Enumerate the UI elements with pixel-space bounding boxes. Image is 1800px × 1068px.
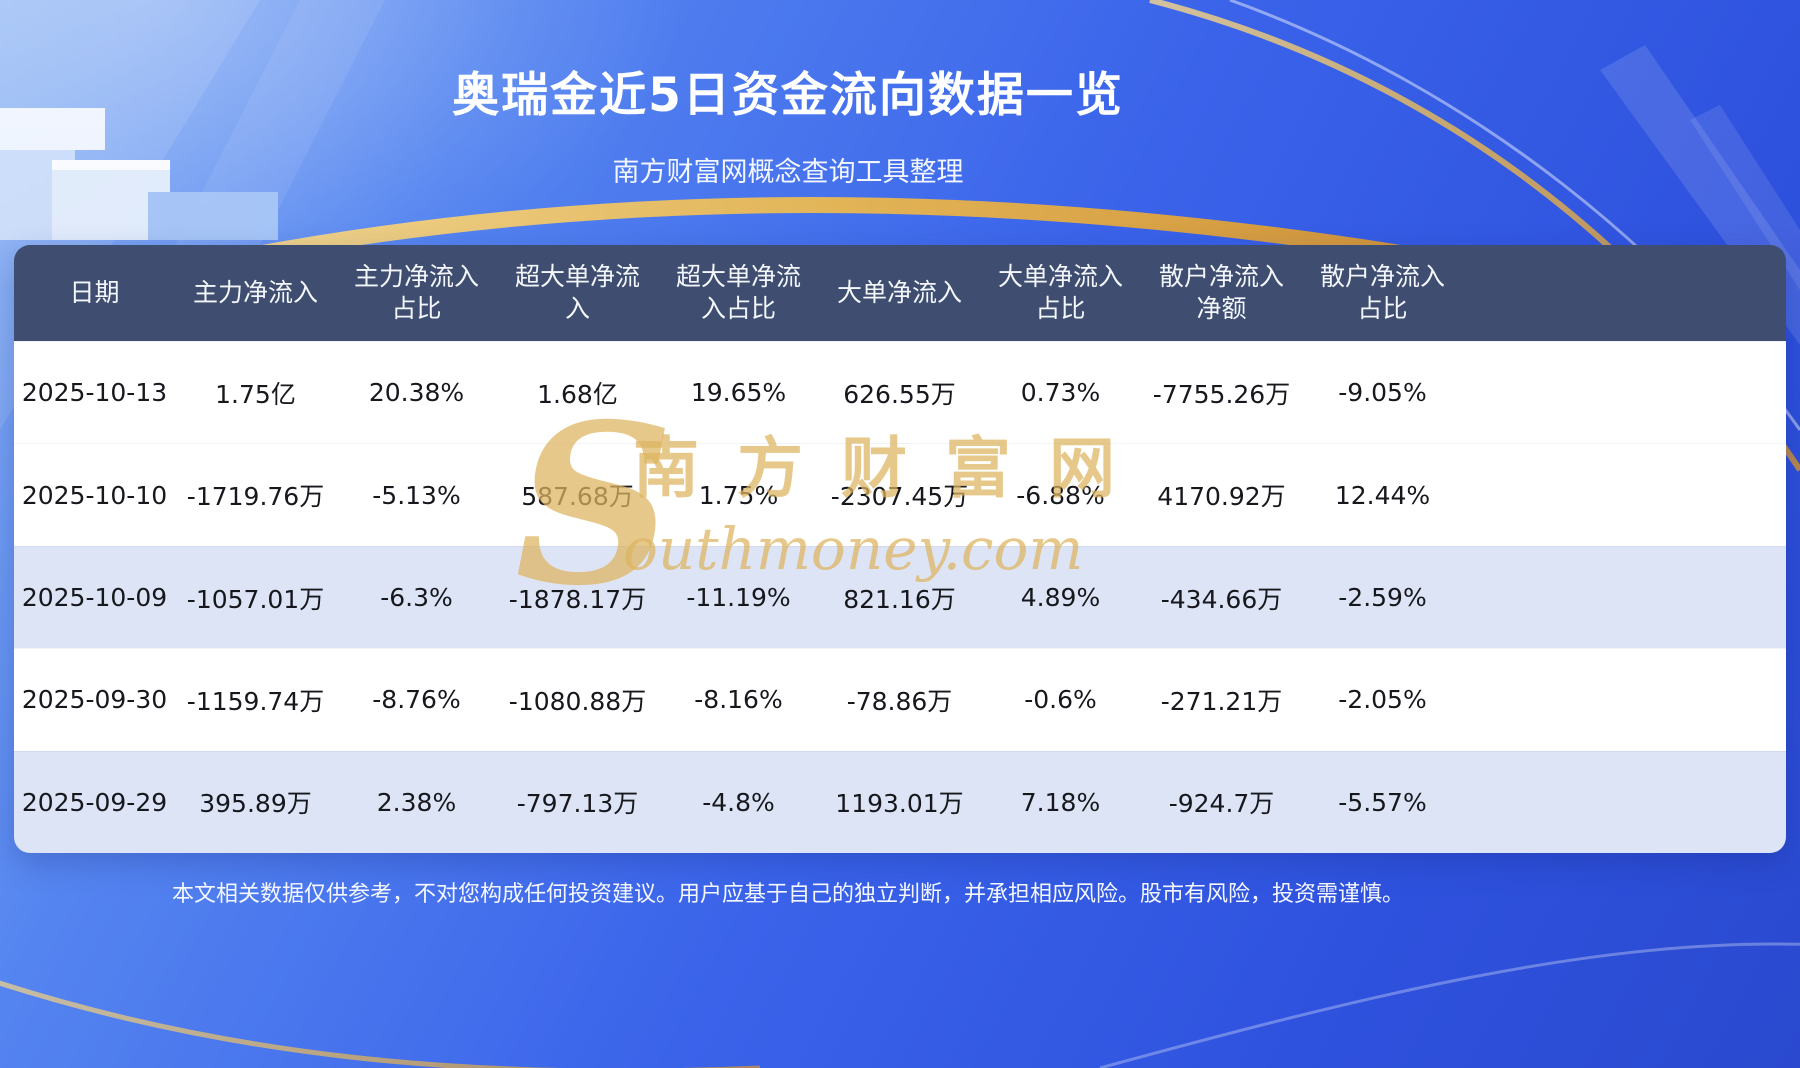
value-cell: 4.89% — [1020, 583, 1101, 613]
page-title: 奥瑞金近5日资金流向数据一览 — [452, 68, 1124, 123]
value-cell: -2.59% — [1338, 583, 1427, 613]
table-row: 2025-10-13 1.75亿 20.38% 1.68亿 19.65% 626.55万 0… — [14, 341, 1786, 444]
value-cell: 0.73% — [1020, 378, 1101, 408]
table-header-row: 日期 主力净流入 主力净流入 占比 超大单净流 入超大单净流 入占比 大单净流入 大单净流… — [14, 245, 1786, 341]
value-cell: -434.66万 — [1160, 584, 1283, 614]
value-cell: 2.38% — [376, 787, 457, 817]
value-cell: -11.19% — [686, 583, 791, 613]
value-cell: -797.13万 — [516, 789, 639, 819]
column-header: 大单净流入 — [836, 277, 962, 307]
value-cell: -2.05% — [1338, 685, 1427, 715]
value-cell: -1159.74万 — [186, 686, 325, 716]
value-cell: -9.05% — [1338, 378, 1427, 408]
value-cell: 1193.01万 — [835, 789, 964, 819]
value-cell: -7755.26万 — [1152, 379, 1291, 409]
value-cell: 395.89万 — [199, 789, 312, 819]
podium-blocks-icon — [0, 108, 278, 240]
value-cell: 1.68亿 — [537, 379, 618, 409]
column-header: 大单净流入 占比 — [997, 261, 1123, 324]
date-cell: 2025-10-10 — [21, 480, 168, 510]
value-cell: -1057.01万 — [186, 584, 325, 614]
column-header: 散户净流入 净额 — [1158, 261, 1284, 324]
value-cell: -0.6% — [1024, 685, 1097, 715]
value-cell: 7.18% — [1020, 787, 1101, 817]
column-header: 超大单净流 入占比 — [675, 261, 801, 324]
value-cell: 19.65% — [690, 378, 787, 408]
value-cell: 626.55万 — [843, 379, 956, 409]
value-cell: -5.13% — [372, 480, 461, 510]
date-cell: 2025-09-29 — [21, 787, 168, 817]
value-cell: -78.86万 — [846, 686, 953, 716]
value-cell: -271.21万 — [1160, 686, 1283, 716]
value-cell: 12.44% — [1334, 480, 1431, 510]
value-cell: -8.76% — [372, 685, 461, 715]
disclaimer-text: 本文相关数据仅供参考，不对您构成任何投资建议。用户应基于自己的独立判断，并承担相… — [171, 882, 1405, 907]
value-cell: 1.75% — [698, 480, 779, 510]
column-header: 超大单净流 入 — [514, 261, 640, 324]
column-header: 主力净流入 占比 — [353, 261, 479, 324]
value-cell: -5.57% — [1338, 787, 1427, 817]
value-cell: 821.16万 — [843, 584, 956, 614]
value-cell: 587.68万 — [521, 482, 634, 512]
table-body: 2025-10-13 1.75亿 20.38% 1.68亿 19.65% 626.55万 0… — [14, 341, 1786, 853]
column-header: 日期 — [69, 277, 120, 307]
value-cell: 1.75亿 — [215, 379, 296, 409]
value-cell: -1719.76万 — [186, 482, 325, 512]
value-cell: -4.8% — [702, 787, 775, 817]
column-header: 主力净流入 — [192, 277, 318, 307]
date-cell: 2025-10-09 — [21, 583, 168, 613]
value-cell: -1878.17万 — [508, 584, 647, 614]
fund-flow-table: 日期 主力净流入 主力净流入 占比 超大单净流 入超大单净流 入占比 大单净流入 大单净流… — [14, 245, 1786, 853]
page-subtitle: 南方财富网概念查询工具整理 — [612, 157, 964, 188]
value-cell: -8.16% — [694, 685, 783, 715]
value-cell: -924.7万 — [1168, 789, 1275, 819]
date-cell: 2025-10-13 — [21, 378, 168, 408]
value-cell: -6.88% — [1016, 480, 1105, 510]
value-cell: -6.3% — [380, 583, 453, 613]
table-row: 2025-10-10 -1719.76万 -5.13% 587.68万 1.75% -23… — [14, 443, 1786, 546]
value-cell: -1080.88万 — [508, 686, 647, 716]
column-header: 散户净流入 占比 — [1319, 261, 1445, 324]
date-cell: 2025-09-30 — [21, 685, 168, 715]
value-cell: -2307.45万 — [830, 482, 969, 512]
value-cell: 20.38% — [368, 378, 465, 408]
table-row: 2025-09-30 -1159.74万 -8.76% -1080.88万 -8.16%… — [14, 648, 1786, 751]
table-row: 2025-09-29 395.89万 2.38% -797.13万 -4.8% 1193.… — [14, 750, 1786, 853]
table-row: 2025-10-09 -1057.01万 -6.3% -1878.17万 -11.19%… — [14, 545, 1786, 649]
value-cell: 4170.92万 — [1157, 482, 1286, 512]
